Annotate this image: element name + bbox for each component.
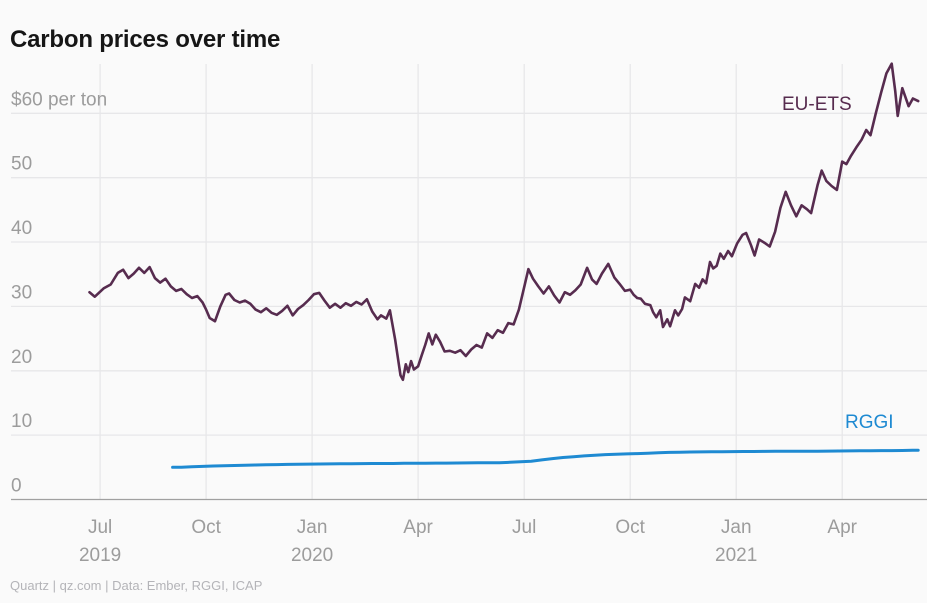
x-tick-label: Jan [297,517,328,538]
x-tick-year-label: 2021 [715,545,757,566]
x-tick-label: Apr [827,517,857,538]
rggi-label: RGGI [845,412,894,433]
x-tick-year-label: 2020 [291,545,333,566]
x-tick-year-label: 2019 [79,545,121,566]
y-tick-label: 0 [11,476,22,497]
y-tick-label: $60 per ton [11,89,107,110]
x-tick-label: Jul [88,517,112,538]
rggi-line [171,448,920,469]
y-tick-label: 20 [11,347,32,368]
x-tick-label: Apr [403,517,433,538]
y-tick-label: 40 [11,218,32,239]
y-tick-label: 10 [11,411,32,432]
x-tick-label: Jul [512,517,536,538]
x-tick-label: Oct [615,517,645,538]
x-tick-label: Jan [721,517,752,538]
eu-ets-line [88,62,920,382]
chart-title: Carbon prices over time [10,26,281,54]
x-tick-label: Oct [191,517,221,538]
eu-ets-label: EU-ETS [782,94,852,115]
y-tick-label: 50 [11,154,32,175]
source-attribution: Quartz | qz.com | Data: Ember, RGGI, ICA… [10,578,263,593]
y-tick-label: 30 [11,282,32,303]
